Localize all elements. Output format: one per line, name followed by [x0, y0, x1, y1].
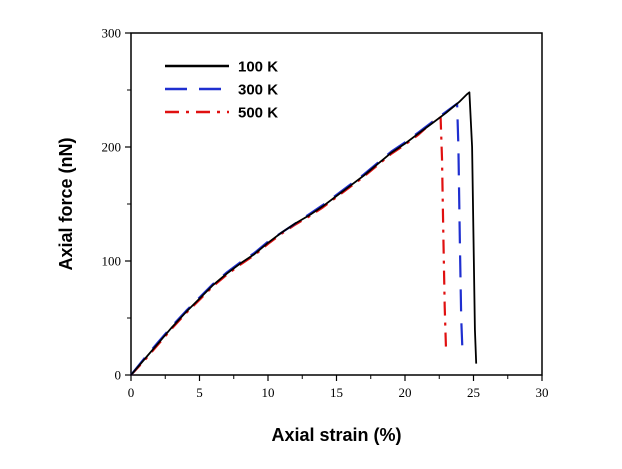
series-line-100-k	[130, 91, 478, 376]
legend-label: 100 K	[238, 59, 278, 76]
x-tick-label: 5	[196, 385, 203, 400]
series-line-300-k	[130, 102, 464, 376]
x-tick-label: 25	[467, 385, 480, 400]
series-line-500-k	[130, 116, 448, 376]
x-axis-ticks: 0 5 10 15 20 25 30	[128, 375, 549, 400]
y-tick-label: 300	[102, 26, 122, 41]
series-layer	[130, 91, 478, 376]
y-axis-title: Axial force (nN)	[56, 137, 76, 270]
y-axis-ticks: 0 100 200 300	[102, 26, 131, 383]
y-tick-label: 100	[102, 254, 122, 269]
x-tick-label: 30	[536, 385, 549, 400]
x-tick-label: 15	[330, 385, 343, 400]
x-tick-label: 0	[128, 385, 135, 400]
legend-label: 300 K	[238, 82, 278, 99]
legend-label: 500 K	[238, 105, 278, 122]
x-axis-title: Axial strain (%)	[271, 425, 401, 445]
plot-frame	[130, 32, 543, 376]
y-tick-label: 0	[115, 368, 122, 383]
x-tick-label: 20	[399, 385, 412, 400]
x-tick-label: 10	[262, 385, 275, 400]
y-tick-label: 200	[102, 140, 122, 155]
legend: 100 K 300 K 500 K	[165, 59, 278, 122]
